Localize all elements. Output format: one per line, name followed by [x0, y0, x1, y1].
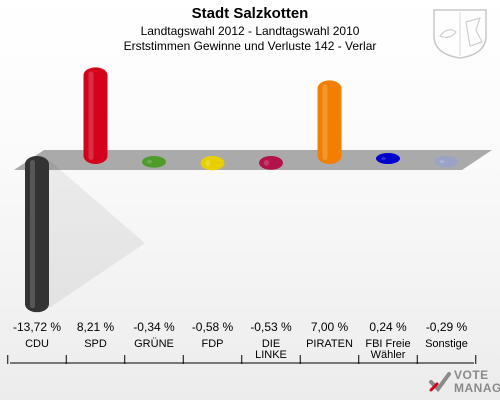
chart-subtitle: Landtagswahl 2012 - Landtagswahl 2010 — [140, 24, 360, 38]
bar-spd — [83, 67, 108, 164]
bar-highlight — [439, 160, 445, 164]
bar-piraten — [317, 80, 342, 164]
logo-text-manager: MANAGER — [454, 381, 500, 395]
bar-sonstige — [434, 156, 459, 168]
bar-highlight — [322, 84, 328, 160]
bar-cdu — [25, 156, 49, 313]
category-label: DIE LINKE — [255, 338, 287, 361]
value-label: -0,29 % — [425, 320, 468, 334]
category-label: FDP — [201, 338, 224, 350]
category-label: PIRATEN — [306, 338, 353, 350]
chart-title: Stadt Salzkotten — [191, 5, 309, 22]
coat-of-arms-icon — [433, 9, 487, 59]
bar-fbi — [376, 153, 400, 164]
category-label: FBI Freie Wähler — [365, 338, 411, 361]
value-label: -0,34 % — [133, 320, 175, 334]
bar-gruene — [142, 156, 166, 168]
bar-highlight — [147, 160, 152, 164]
baseline-plane — [14, 150, 492, 170]
bar-highlight — [30, 160, 35, 309]
bar-highlight — [381, 157, 386, 160]
logo-text-vote: VOTE — [454, 368, 489, 382]
value-label: -0,53 % — [250, 320, 292, 334]
value-label: -0,58 % — [191, 320, 234, 334]
bar-highlight — [88, 71, 94, 160]
value-label: 0,24 % — [369, 320, 407, 334]
bar-highlight — [205, 160, 211, 167]
checkmark-icon — [429, 372, 451, 393]
value-label: 8,21 % — [76, 320, 115, 334]
bar-linke — [259, 156, 283, 170]
votemanager-logo: VOTE MANAGER — [428, 366, 500, 396]
category-label: GRÜNE — [134, 338, 174, 350]
bar-fdp — [200, 156, 225, 171]
bar-highlight — [264, 160, 269, 166]
value-label: -13,72 % — [12, 320, 62, 334]
category-label: Sonstige — [425, 338, 468, 350]
category-label: SPD — [84, 338, 107, 350]
value-label: 7,00 % — [310, 320, 349, 334]
bar-shadow — [49, 160, 145, 309]
chart-subtitle-2: Erststimmen Gewinne und Verluste 142 - V… — [123, 39, 377, 53]
category-label: CDU — [25, 338, 49, 350]
